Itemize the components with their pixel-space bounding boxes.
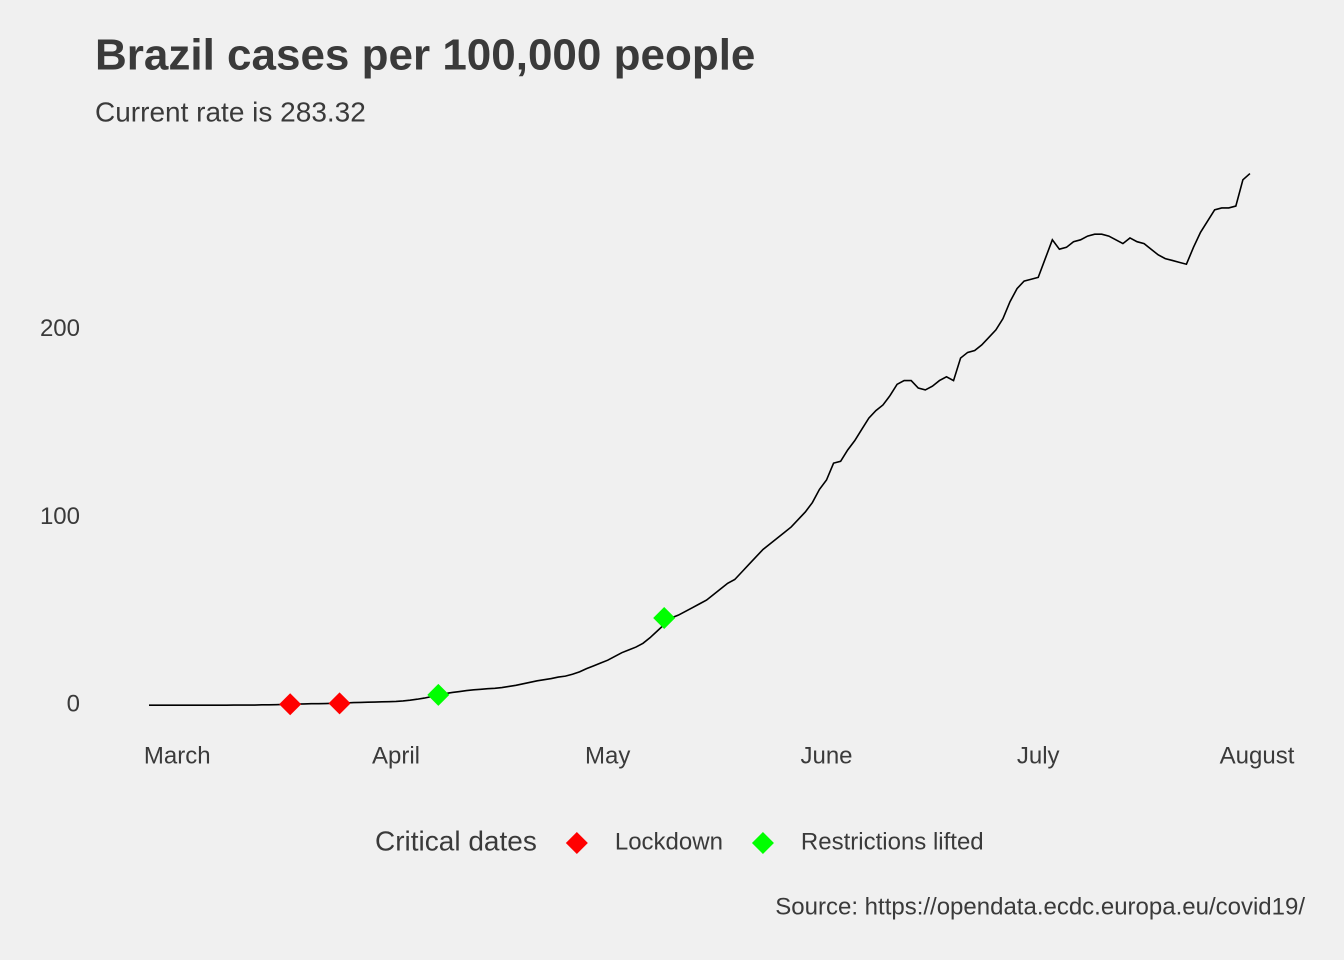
y-tick-label: 100 bbox=[40, 503, 80, 530]
x-tick-label: August bbox=[1220, 742, 1295, 769]
x-tick-label: May bbox=[585, 742, 630, 769]
legend-swatch bbox=[565, 832, 588, 854]
legend-title: Critical dates bbox=[375, 825, 537, 856]
x-tick-label: March bbox=[144, 742, 211, 769]
x-tick-label: June bbox=[800, 742, 852, 769]
caption: Source: https://opendata.ecdc.europa.eu/… bbox=[775, 893, 1305, 920]
marker-point bbox=[427, 683, 450, 706]
chart-title: Brazil cases per 100,000 people bbox=[95, 31, 755, 80]
marker-point bbox=[279, 693, 302, 716]
legend-swatch bbox=[751, 832, 774, 854]
x-tick-label: April bbox=[372, 742, 420, 769]
chart-subtitle: Current rate is 283.32 bbox=[95, 96, 366, 127]
marker-point bbox=[328, 692, 351, 715]
y-tick-label: 200 bbox=[40, 315, 80, 342]
marker-point bbox=[653, 606, 676, 629]
legend-label: Lockdown bbox=[615, 828, 723, 855]
y-tick-label: 0 bbox=[67, 691, 80, 718]
x-tick-label: July bbox=[1017, 742, 1060, 769]
legend-label: Restrictions lifted bbox=[801, 828, 984, 855]
